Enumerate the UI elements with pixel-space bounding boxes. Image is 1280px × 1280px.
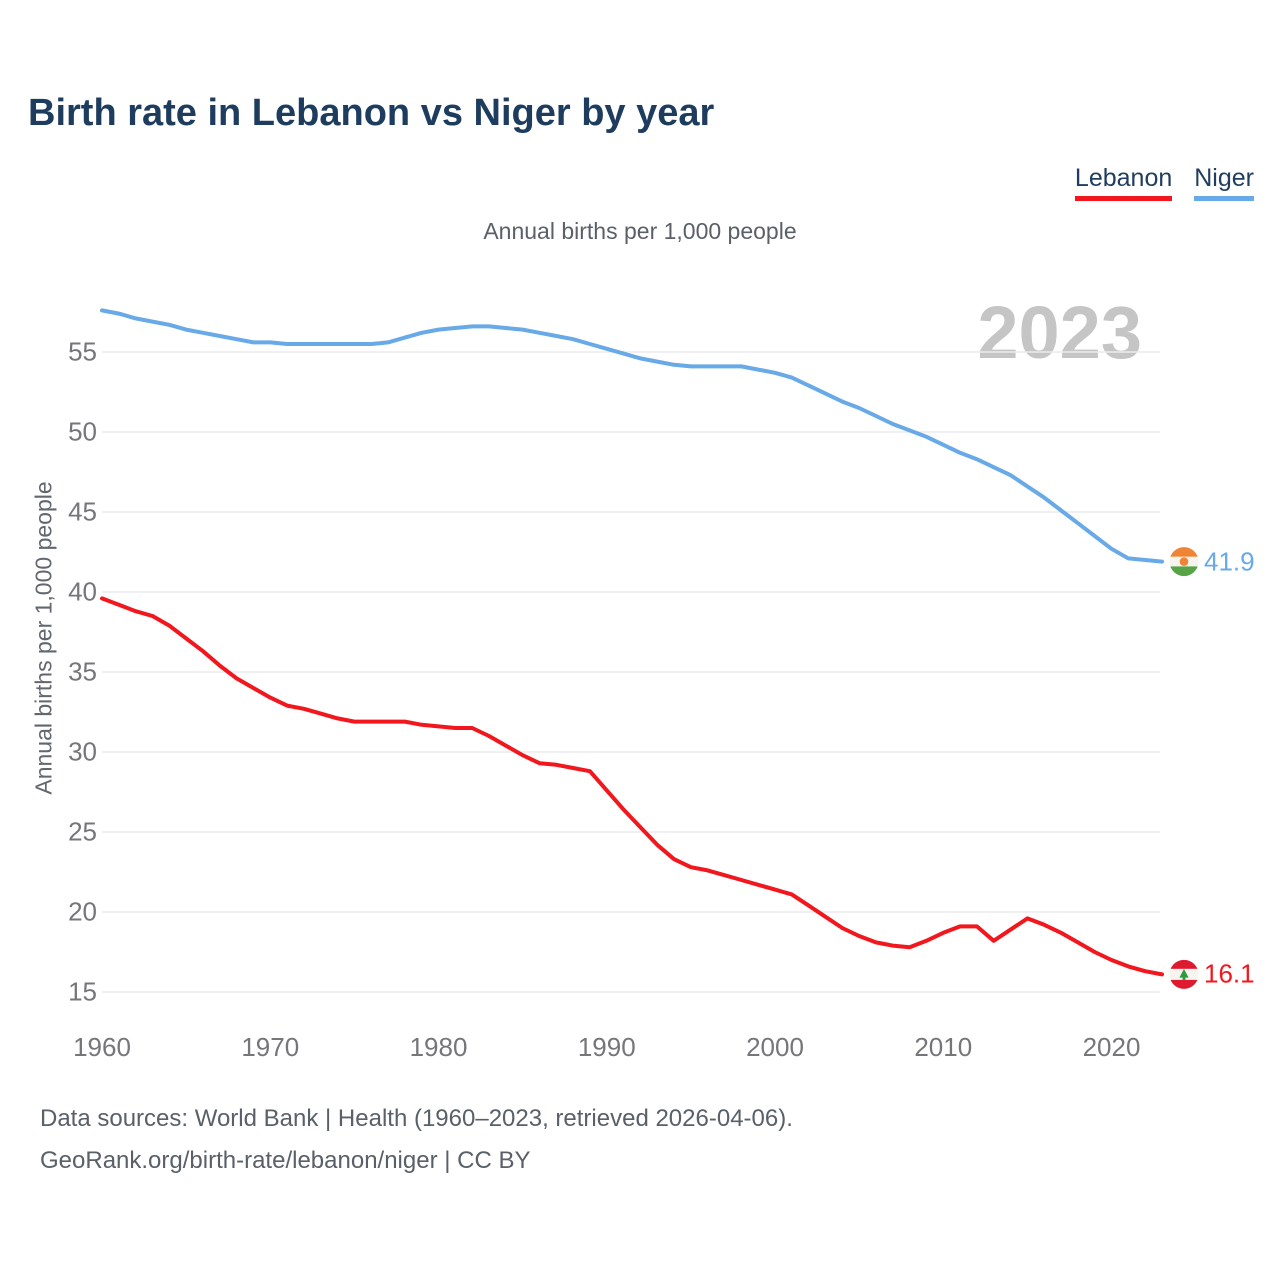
x-tick-label: 1990 (577, 1032, 636, 1062)
footer-license-line: GeoRank.org/birth-rate/lebanon/niger | C… (40, 1147, 531, 1174)
niger-flag-icon (1168, 546, 1200, 578)
x-tick-label: 1960 (73, 1032, 131, 1062)
y-tick-label: 50 (68, 416, 97, 447)
page-title: Birth rate in Lebanon vs Niger by year (28, 92, 715, 134)
y-tick-label: 20 (68, 896, 97, 927)
x-tick-label: 2020 (1082, 1032, 1141, 1062)
chart-subtitle: Annual births per 1,000 people (483, 218, 797, 244)
footer-source-line: Data sources: World Bank | Health (1960–… (40, 1105, 793, 1132)
x-tick-label: 1980 (409, 1032, 468, 1062)
niger-value-label: 41.9 (1204, 546, 1255, 577)
y-tick-label: 35 (68, 656, 97, 687)
legend: Lebanon Niger (1074, 164, 1254, 201)
y-tick-label: 15 (68, 976, 97, 1007)
y-axis-ticks: 15 20 25 30 35 40 45 50 55 (27, 0, 97, 1280)
y-tick-label: 25 (68, 816, 97, 847)
x-tick-label: 2000 (746, 1032, 804, 1062)
lebanon-value-label: 16.1 (1204, 958, 1255, 989)
y-tick-label: 30 (68, 736, 97, 767)
x-axis-ticks: 1960 1970 1980 1990 2000 2010 2020 (0, 1032, 1280, 1072)
niger-line (100, 308, 1164, 564)
footer: Data sources: World Bank | Health (1960–… (40, 1098, 793, 1182)
x-tick-label: 2010 (914, 1032, 973, 1062)
lebanon-flag-icon (1168, 958, 1200, 990)
legend-item-niger[interactable]: Niger (1194, 164, 1254, 201)
x-tick-label: 1970 (241, 1032, 300, 1062)
legend-item-lebanon[interactable]: Lebanon (1074, 164, 1173, 201)
y-tick-label: 40 (68, 576, 97, 607)
y-tick-label: 45 (68, 496, 97, 527)
lebanon-line (100, 596, 1164, 977)
watermark-year: 2023 (977, 291, 1142, 374)
end-flags (1168, 546, 1200, 990)
y-tick-label: 55 (68, 336, 97, 367)
